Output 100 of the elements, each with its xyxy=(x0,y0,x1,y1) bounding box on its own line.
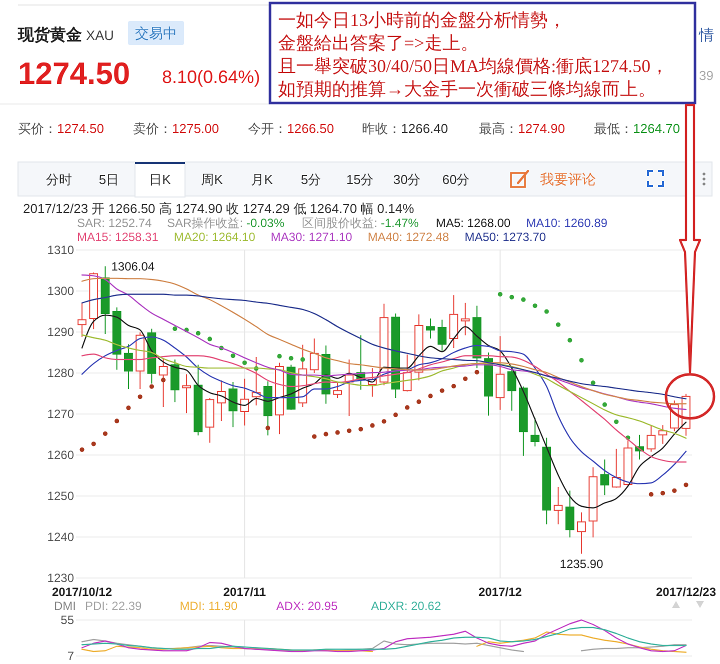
point xyxy=(358,426,364,432)
text: 周K xyxy=(201,172,224,187)
candlestick xyxy=(216,380,226,422)
text: 1274.50 xyxy=(57,121,104,136)
candlestick xyxy=(612,448,621,488)
candlestick xyxy=(577,512,586,554)
candlestick xyxy=(518,386,528,456)
text: 一如今日13小時前的金盤分析情勢， xyxy=(278,10,566,30)
candlestick xyxy=(460,302,470,336)
point xyxy=(91,442,96,446)
x-tick-label: 2017/12/23 xyxy=(656,585,716,599)
point xyxy=(509,294,514,300)
text: MA50: 1273.70 xyxy=(464,230,546,244)
line-series xyxy=(81,626,687,651)
candlestick xyxy=(170,358,180,403)
line-series xyxy=(81,336,687,484)
text: 交易中 xyxy=(135,25,177,42)
point xyxy=(498,292,502,297)
text: SAR操作收益: -0.03% xyxy=(167,216,285,230)
point xyxy=(172,326,178,332)
text: 分时 xyxy=(46,172,72,187)
candlestick xyxy=(205,398,214,444)
text: 8.10(0.64%) xyxy=(162,67,260,87)
candlestick xyxy=(112,306,122,370)
candlestick xyxy=(275,362,284,435)
text: 金盤給出答案了=>走上。 xyxy=(278,33,478,53)
y-tick-label: 55 xyxy=(60,613,74,628)
candlestick xyxy=(426,318,435,340)
point xyxy=(161,378,166,382)
x-tick-label: 2017/11 xyxy=(223,585,266,599)
candlestick xyxy=(600,459,610,496)
x-tick-label: 2017/10/12 xyxy=(52,585,112,599)
point xyxy=(207,336,212,342)
candlestick xyxy=(542,437,552,525)
point xyxy=(138,394,142,400)
text: ADX: 20.95 xyxy=(276,599,338,613)
annotation: 1306.04 xyxy=(111,259,155,274)
candlestick xyxy=(438,319,447,352)
point xyxy=(196,330,200,336)
candlestick xyxy=(136,332,145,390)
candlestick xyxy=(565,490,574,538)
line-series xyxy=(81,354,687,463)
text: 如預期的推算→大金手一次衝破三條均線而上。 xyxy=(278,79,656,99)
point xyxy=(149,384,154,389)
candlestick xyxy=(78,302,86,338)
text: MDI: 11.90 xyxy=(180,599,238,613)
candlestick xyxy=(124,344,133,390)
point xyxy=(114,418,120,424)
candlestick xyxy=(449,294,458,348)
text: MA5: 1268.00 xyxy=(436,216,511,230)
text: 且一舉突破30/40/50日MA均線價格:衝底1274.50， xyxy=(278,56,669,76)
candlestick xyxy=(646,424,656,452)
point xyxy=(404,405,410,410)
text: 最高：1274.90 xyxy=(479,121,565,136)
point xyxy=(346,428,352,434)
text: 卖价：1275.00 xyxy=(133,121,219,136)
candlestick xyxy=(484,352,493,416)
candlestick xyxy=(554,486,563,525)
candlestick xyxy=(228,382,238,428)
text: 我要评论 xyxy=(540,171,596,187)
text: 5日 xyxy=(98,172,120,187)
point xyxy=(521,297,526,302)
y-tick-label: 1310 xyxy=(47,243,74,258)
text: MA10: 1260.89 xyxy=(526,216,608,230)
candlestick xyxy=(182,374,191,414)
point xyxy=(335,430,340,435)
candlestick xyxy=(333,382,342,399)
point xyxy=(532,303,538,308)
text: 15分 xyxy=(346,172,374,187)
text: 39 xyxy=(699,68,714,83)
point xyxy=(660,490,666,496)
candlestick xyxy=(658,424,668,444)
y-tick-label: 7 xyxy=(67,649,74,664)
point xyxy=(451,384,456,388)
candlestick xyxy=(507,368,516,412)
candlestick xyxy=(496,336,505,410)
candlestick xyxy=(158,358,168,408)
text: 1274.50 xyxy=(18,56,130,91)
y-tick-label: 1290 xyxy=(47,325,74,340)
text: 今开：1266.50 xyxy=(248,121,334,136)
text: ADXR: 20.62 xyxy=(370,599,442,613)
point xyxy=(242,360,247,366)
point xyxy=(230,353,236,358)
candlestick xyxy=(194,364,203,436)
point xyxy=(614,419,619,424)
candlestick xyxy=(240,378,250,426)
candlestick xyxy=(89,272,98,330)
y-tick-label: 1280 xyxy=(47,366,74,380)
point xyxy=(80,447,84,452)
text: MA20: 1264.10 xyxy=(174,230,256,244)
line-series xyxy=(81,314,687,508)
line-series xyxy=(81,619,687,652)
candlestick xyxy=(391,313,400,399)
y-tick-label: 1250 xyxy=(47,489,74,504)
point xyxy=(277,354,282,358)
point xyxy=(288,356,294,361)
point xyxy=(568,338,572,342)
point xyxy=(428,394,433,398)
y-tick-label: 1300 xyxy=(47,284,74,298)
point xyxy=(672,488,677,493)
